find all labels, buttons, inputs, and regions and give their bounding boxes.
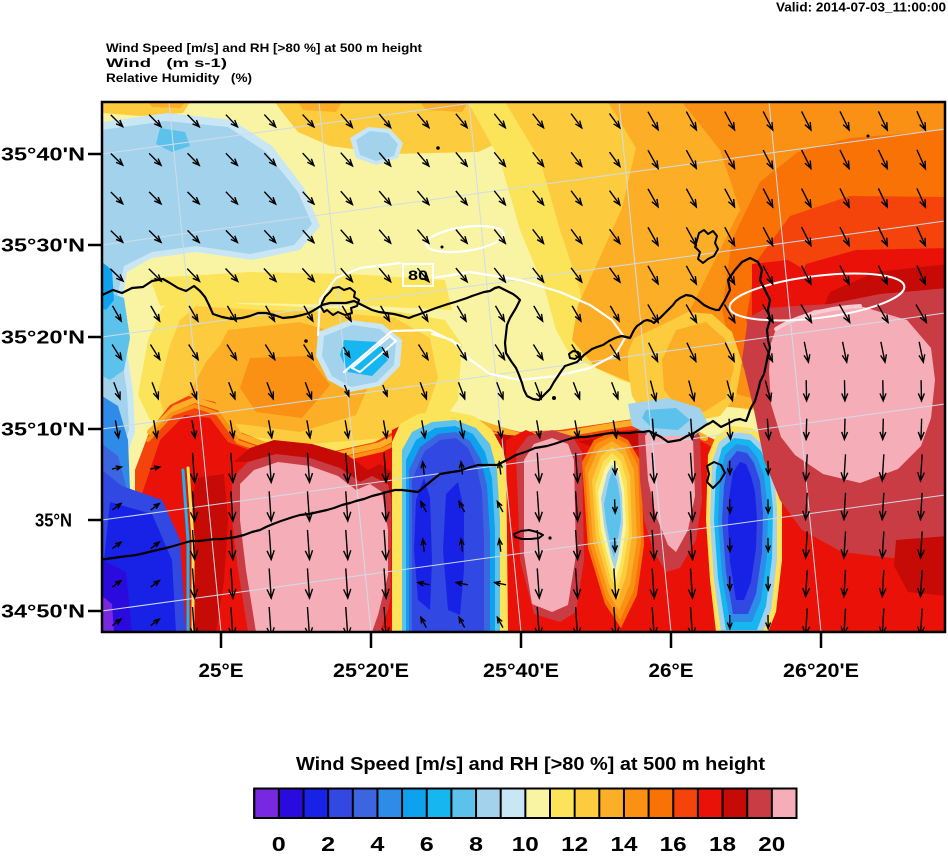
svg-text:8: 8 <box>469 834 483 854</box>
svg-text:6: 6 <box>420 834 434 854</box>
svg-text:Wind (m s-1): Wind (m s-1) <box>106 56 227 70</box>
svg-text:20: 20 <box>758 834 785 854</box>
svg-text:35°10'N: 35°10'N <box>1 420 85 440</box>
svg-text:14: 14 <box>611 834 639 854</box>
svg-text:0: 0 <box>272 834 286 854</box>
svg-text:26°E: 26°E <box>649 661 694 682</box>
svg-text:Relative Humidity (%): Relative Humidity (%) <box>106 71 252 85</box>
svg-text:35°20'N: 35°20'N <box>1 328 85 348</box>
svg-text:Wind Speed [m/s] and RH [>80 %: Wind Speed [m/s] and RH [>80 %] at 500 m… <box>106 41 422 55</box>
svg-text:35°30'N: 35°30'N <box>1 236 85 256</box>
svg-text:35°40'N: 35°40'N <box>1 145 85 165</box>
svg-text:12: 12 <box>561 834 588 854</box>
svg-text:25°40'E: 25°40'E <box>483 661 559 682</box>
svg-text:25°E: 25°E <box>199 661 244 682</box>
svg-text:4: 4 <box>370 834 385 854</box>
svg-text:Valid: 2014-07-03_11:00:00: Valid: 2014-07-03_11:00:00 <box>776 0 946 15</box>
svg-text:35°N: 35°N <box>35 511 72 531</box>
svg-text:34°50'N: 34°50'N <box>1 602 85 622</box>
svg-text:Wind Speed [m/s] and RH [>80 %: Wind Speed [m/s] and RH [>80 %] at 500 m… <box>296 754 765 774</box>
svg-text:16: 16 <box>660 834 687 854</box>
svg-text:26°20'E: 26°20'E <box>783 661 859 682</box>
svg-text:18: 18 <box>709 834 736 854</box>
svg-text:25°20'E: 25°20'E <box>333 661 409 682</box>
svg-text:10: 10 <box>512 834 539 854</box>
svg-text:2: 2 <box>321 834 335 854</box>
